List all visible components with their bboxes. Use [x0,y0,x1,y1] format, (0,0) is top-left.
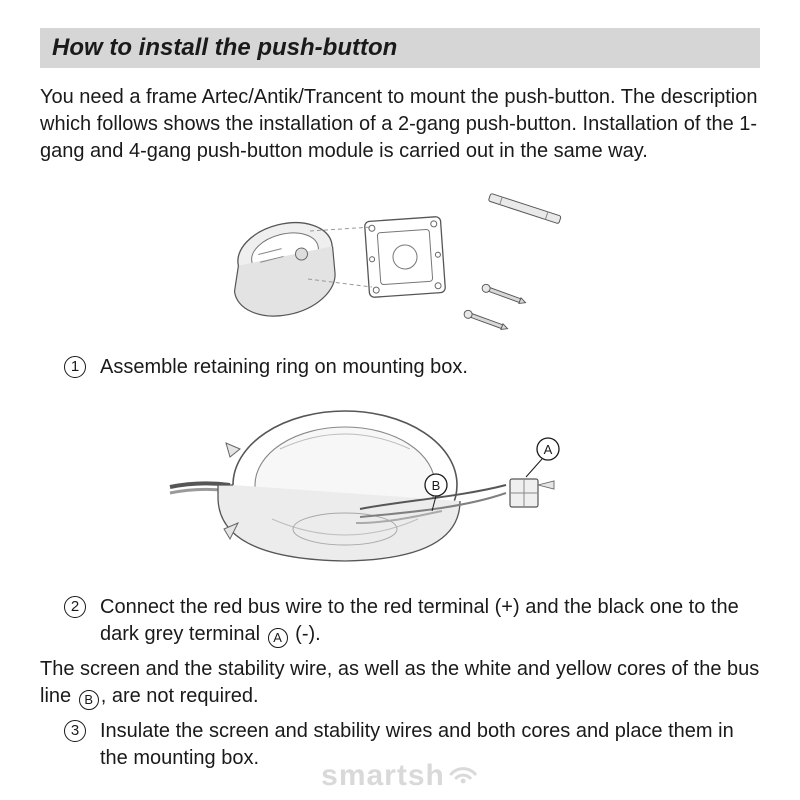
exploded-diagram [190,179,610,339]
figure-mounting-box: B A [40,389,760,584]
step-1: 1 Assemble retaining ring on mounting bo… [40,354,760,381]
inline-label-a: A [268,628,288,648]
callout-a: A [544,442,553,457]
wifi-icon [447,756,479,792]
step-number-1: 1 [64,356,86,378]
section-title: How to install the push-button [40,28,760,68]
step-number-3: 3 [64,720,86,742]
mounting-box-diagram: B A [160,389,640,579]
note-text: The screen and the stability wire, as we… [40,656,760,710]
intro-text: You need a frame Artec/Antik/Trancent to… [40,84,760,165]
step-2-text: Connect the red bus wire to the red term… [100,594,760,648]
figure-exploded [40,179,760,344]
step-2: 2 Connect the red bus wire to the red te… [40,594,760,648]
watermark-logo: smartsh [321,758,479,794]
callout-b: B [432,478,441,493]
step-1-text: Assemble retaining ring on mounting box. [100,354,760,381]
inline-label-b: B [79,690,99,710]
step-number-2: 2 [64,596,86,618]
